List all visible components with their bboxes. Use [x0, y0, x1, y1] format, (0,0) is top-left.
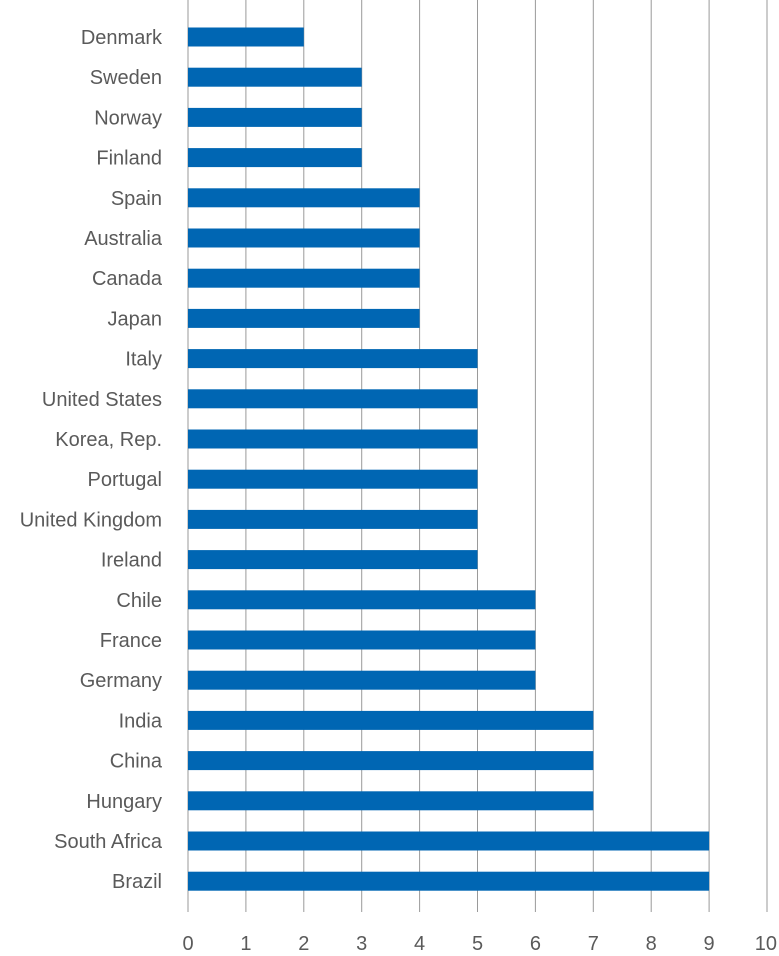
bar [188, 630, 536, 650]
category-label: United Kingdom [20, 509, 162, 531]
bar [188, 268, 420, 288]
bar [188, 710, 594, 730]
bar [188, 429, 478, 449]
x-tick-label: 0 [182, 933, 193, 955]
category-label: Hungary [86, 791, 162, 813]
x-tick-label: 6 [530, 933, 541, 955]
bar [188, 469, 478, 489]
x-tick-labels: 0 1 2 3 4 5 6 7 8 9 10 [182, 933, 777, 955]
category-label: Brazil [112, 871, 162, 893]
x-tick-label: 2 [298, 933, 309, 955]
bar [188, 107, 362, 127]
category-label: Sweden [90, 67, 162, 89]
bar [188, 389, 478, 409]
category-label: Portugal [88, 469, 163, 491]
category-label: Germany [80, 670, 162, 692]
category-label: South Africa [54, 831, 163, 853]
x-tick-label: 10 [755, 933, 777, 955]
bar [188, 550, 478, 570]
x-tick-label: 9 [704, 933, 715, 955]
bar [188, 791, 594, 811]
bar [188, 509, 478, 529]
bar [188, 67, 362, 87]
category-label: India [119, 710, 163, 732]
bar [188, 148, 362, 168]
grid-layer [187, 0, 768, 912]
category-label: France [100, 630, 162, 652]
category-label: Chile [116, 590, 162, 612]
bar [188, 27, 304, 47]
x-tick-label: 1 [240, 933, 251, 955]
bar [188, 308, 420, 328]
category-label: Ireland [101, 550, 162, 572]
category-label: China [110, 751, 163, 773]
category-label: Australia [84, 228, 163, 250]
bar [188, 670, 536, 690]
x-tick-label: 3 [356, 933, 367, 955]
category-label: Japan [108, 308, 163, 330]
category-label: Spain [111, 188, 162, 210]
category-label: Korea, Rep. [55, 429, 162, 451]
bar-layer [188, 27, 710, 891]
category-label: Italy [125, 349, 162, 371]
bar [188, 831, 710, 851]
bar [188, 871, 710, 891]
bar [188, 590, 536, 610]
category-label: United States [42, 389, 162, 411]
x-tick-label: 7 [588, 933, 599, 955]
category-label: Norway [94, 107, 162, 129]
x-tick-label: 8 [646, 933, 657, 955]
bar [188, 188, 420, 208]
bar [188, 228, 420, 248]
bar [188, 349, 478, 369]
category-labels: Denmark Sweden Norway Finland Spain Australia… [20, 27, 163, 893]
category-label: Canada [92, 268, 163, 290]
x-tick-label: 4 [414, 933, 425, 955]
x-tick-label: 5 [472, 933, 483, 955]
category-label: Finland [96, 148, 162, 170]
bar [188, 751, 594, 771]
category-label: Denmark [81, 27, 163, 49]
